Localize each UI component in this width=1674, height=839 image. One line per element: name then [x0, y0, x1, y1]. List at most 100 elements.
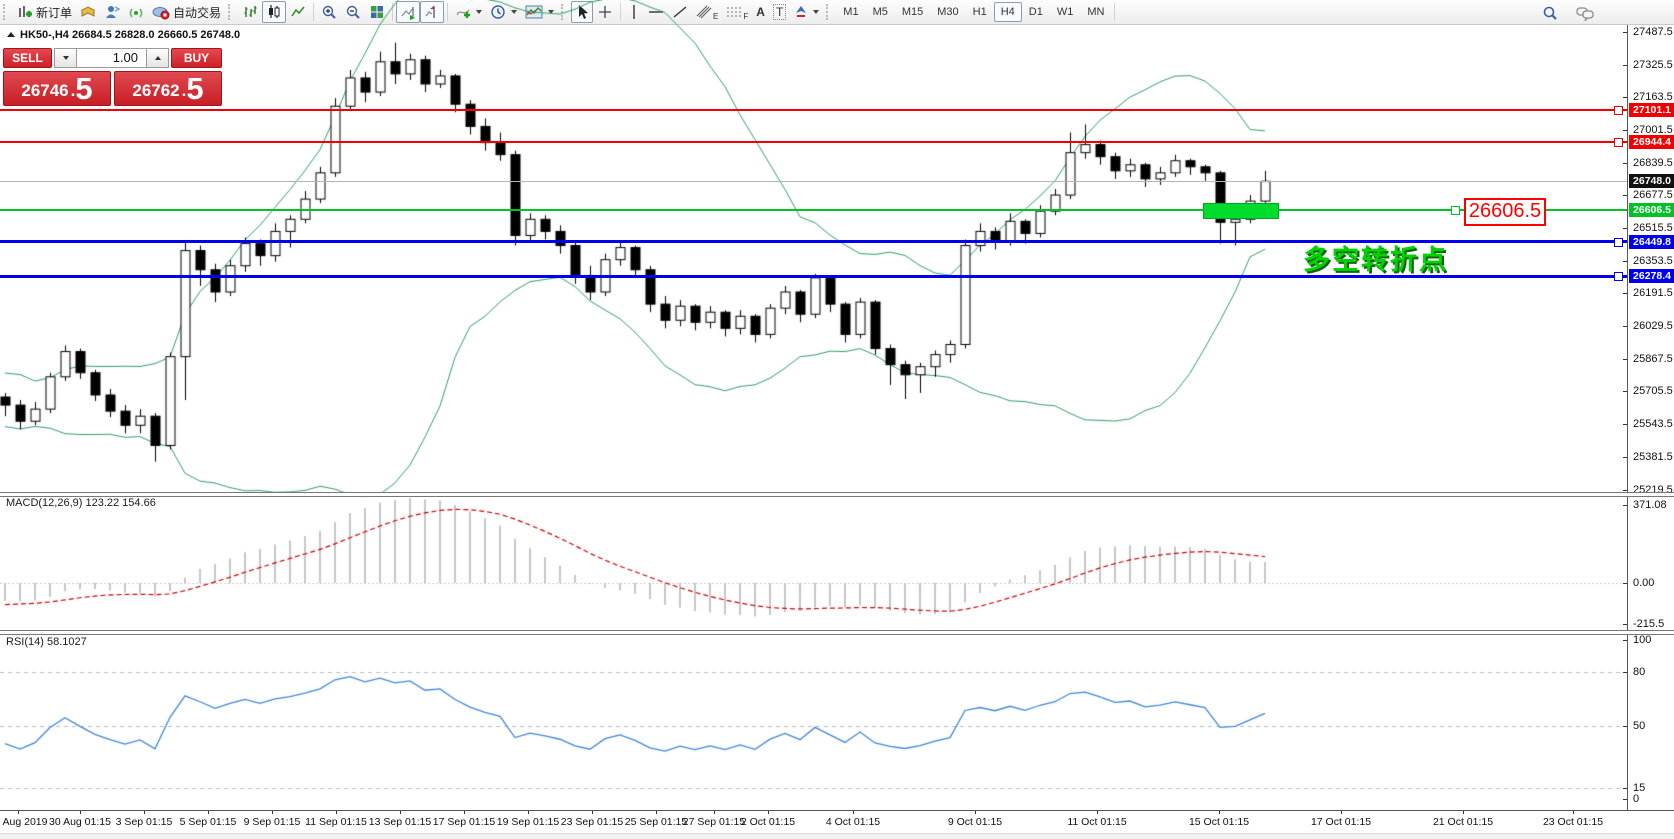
highlight-rectangle[interactable] [1203, 203, 1279, 219]
price-axis-label: 26191.5 [1633, 287, 1673, 300]
time-axis-label: 3 Sep 01:15 [115, 816, 173, 828]
time-axis-tick [464, 810, 465, 814]
level-price-badge: 26449.8 [1629, 234, 1674, 249]
time-axis-label: 23 Sep 01:15 [560, 816, 624, 828]
price-axis-label: 26839.5 [1633, 156, 1673, 169]
level-line-handle[interactable] [1614, 237, 1623, 247]
sell-price-main: 26746 [21, 81, 69, 100]
time-axis-tick [336, 810, 337, 814]
time-axis-tick [1573, 810, 1574, 814]
macd-axis-tick [1623, 505, 1628, 506]
price-axis-tick [1623, 293, 1628, 295]
time-axis-label: 19 Sep 01:15 [496, 816, 560, 828]
horizontal-level-line[interactable] [0, 140, 1627, 143]
chart-title: HK50-,H4 26684.5 26828.0 26660.5 26748.0 [20, 29, 241, 41]
price-axis-label: 26029.5 [1633, 320, 1673, 333]
rsi-axis-label: 15 [1633, 782, 1646, 794]
price-axis-tick [1623, 195, 1628, 197]
sell-button[interactable]: SELL [3, 48, 52, 68]
rsi-axis-tick [1623, 799, 1628, 800]
caret-down-icon [62, 56, 69, 60]
rsi-label: RSI(14) 58.1027 [6, 636, 87, 648]
time-axis-tick [1219, 810, 1220, 814]
rsi-axis-label: 50 [1633, 720, 1646, 732]
sell-price-dot: . [70, 81, 76, 100]
time-axis-tick [1097, 810, 1098, 814]
horizontal-level-line[interactable] [0, 240, 1627, 244]
time-axis-label: 4 Oct 01:15 [825, 816, 881, 828]
horizontal-level-line[interactable] [0, 208, 1627, 211]
volume-increase-button[interactable] [146, 48, 169, 68]
time-axis-tick [80, 810, 81, 814]
time-axis-tick [768, 810, 769, 814]
time-axis-label: 2 Oct 01:15 [740, 816, 796, 828]
buy-button[interactable]: BUY [171, 48, 222, 68]
current-price-line [0, 181, 1627, 182]
price-axis-tick [1623, 424, 1628, 426]
price-axis-label: 26677.5 [1633, 189, 1673, 202]
pane-splitter-macd[interactable] [0, 492, 1674, 497]
time-axis-label: 28 Aug 2019 [0, 816, 48, 828]
price-axis-tick [1623, 260, 1628, 262]
pane-splitter-rsi[interactable] [0, 630, 1674, 635]
turning-point-annotation[interactable]: 多空转折点 [1303, 245, 1448, 275]
price-tag-label[interactable]: 26606.5 [1464, 198, 1546, 226]
time-axis-tick [656, 810, 657, 814]
price-axis-label: 27487.5 [1633, 26, 1673, 38]
price-axis-label: 27163.5 [1633, 91, 1673, 104]
volume-input[interactable]: 1.00 [77, 48, 146, 68]
rsi-axis-tick [1623, 640, 1628, 641]
sell-price-box[interactable]: 26746 . 5 [3, 71, 111, 106]
time-axis-label: 30 Aug 01:15 [49, 816, 111, 828]
price-axis-label: 26353.5 [1633, 254, 1673, 267]
time-axis-label: 25 Sep 01:15 [624, 816, 688, 828]
time-axis-tick [975, 810, 976, 814]
price-axis-tick [1623, 228, 1628, 230]
price-axis-tick [1623, 489, 1628, 491]
macd-axis-label: 371.08 [1633, 499, 1667, 511]
horizontal-level-line[interactable] [0, 274, 1627, 278]
horizontal-level-line[interactable] [0, 109, 1627, 112]
level-line-handle[interactable] [1614, 106, 1623, 116]
time-axis-tick [528, 810, 529, 814]
price-axis-label: 25867.5 [1633, 352, 1673, 365]
buy-price-big-digit: 5 [186, 71, 204, 106]
time-axis-line[interactable] [0, 810, 1674, 811]
time-axis-tick [853, 810, 854, 814]
panel-collapse-arrow[interactable] [7, 32, 15, 37]
macd-axis-label: -215.5 [1633, 618, 1665, 630]
level-line-handle[interactable] [1614, 137, 1623, 147]
time-axis-tick [1341, 810, 1342, 814]
price-axis-label: 25543.5 [1633, 418, 1673, 431]
price-axis-label: 25381.5 [1633, 450, 1673, 463]
price-axis-label: 27325.5 [1633, 58, 1673, 71]
time-axis-label: 5 Sep 01:15 [179, 816, 237, 828]
price-axis-tick [1623, 162, 1628, 164]
price-axis-label: 27001.5 [1633, 124, 1673, 137]
volume-decrease-button[interactable] [54, 48, 77, 68]
level-line-handle[interactable] [1451, 205, 1460, 215]
price-axis-tick [1623, 358, 1628, 360]
time-axis-tick [400, 810, 401, 814]
current-price-badge: 26748.0 [1629, 174, 1674, 189]
price-axis-line[interactable] [1627, 25, 1628, 811]
macd-axis-tick [1623, 624, 1628, 625]
price-axis-label: 26515.5 [1633, 222, 1673, 235]
rsi-axis-label: 100 [1633, 634, 1652, 646]
rsi-axis-label: 80 [1633, 666, 1646, 678]
price-axis-tick [1623, 64, 1628, 66]
level-line-handle[interactable] [1614, 272, 1623, 282]
level-price-badge: 26606.5 [1629, 202, 1674, 217]
time-axis-label: 13 Sep 01:15 [368, 816, 432, 828]
time-axis-label: 27 Sep 01:15 [682, 816, 746, 828]
buy-price-box[interactable]: 26762 . 5 [114, 71, 222, 106]
time-axis-tick [592, 810, 593, 814]
macd-label: MACD(12,26,9) 123.22 154.66 [6, 497, 156, 509]
price-axis-tick [1623, 391, 1628, 393]
time-axis-label: 21 Oct 01:15 [1432, 816, 1494, 828]
caret-up-icon [154, 56, 161, 60]
status-strip [0, 833, 1674, 839]
